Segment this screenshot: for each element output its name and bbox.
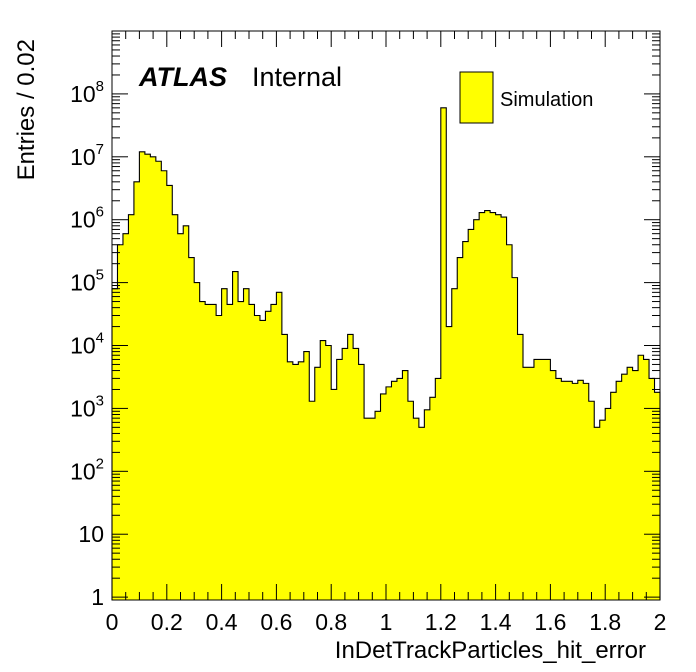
y-tick-exponent: 6	[96, 204, 104, 221]
x-tick-label: 1.6	[534, 609, 566, 635]
x-tick-label: 1.2	[425, 609, 457, 635]
x-tick-labels: 0 0.2 0.4 0.6 0.8 1 1.2 1.4 1.6 1.8 2	[106, 609, 667, 635]
histogram-outline	[111, 107, 661, 600]
x-tick-label: 0.6	[260, 609, 292, 635]
x-tick-label: 0.4	[206, 609, 238, 635]
y-tick-label: 108	[70, 78, 104, 107]
y-tick-mantissa: 1	[91, 584, 104, 610]
y-tick-label: 103	[70, 392, 104, 421]
y-tick-mantissa: 10	[70, 458, 96, 484]
y-tick-label: 106	[70, 204, 104, 233]
y-tick-mantissa: 10	[70, 144, 96, 170]
y-tick-exponent: 8	[96, 78, 104, 95]
x-tick-label: 0.8	[315, 609, 347, 635]
x-tick-label: 2	[654, 609, 667, 635]
x-tick-label: 0.2	[151, 609, 183, 635]
legend: Simulation	[459, 71, 593, 124]
x-tick-label: 1.8	[589, 609, 621, 635]
y-tick-label: 10	[78, 521, 104, 547]
x-tick-label: 0	[106, 609, 119, 635]
legend-swatch	[459, 71, 494, 124]
y-tick-mantissa: 10	[78, 521, 104, 547]
x-axis-title: InDetTrackParticles_hit_error	[335, 637, 646, 664]
y-tick-exponent: 4	[96, 330, 104, 347]
y-tick-label: 107	[70, 141, 104, 170]
y-tick-mantissa: 10	[70, 270, 96, 296]
y-tick-label: 104	[70, 330, 104, 359]
y-tick-mantissa: 10	[70, 395, 96, 421]
histogram-fill	[112, 107, 660, 601]
y-tick-label: 102	[70, 455, 104, 484]
y-tick-exponent: 3	[96, 392, 104, 409]
y-tick-mantissa: 10	[70, 81, 96, 107]
x-tick-label: 1	[380, 609, 393, 635]
x-tick-label: 1.4	[480, 609, 512, 635]
atlas-label: ATLAS	[138, 62, 227, 92]
y-tick-mantissa: 10	[70, 333, 96, 359]
y-axis-title: Entries / 0.02	[13, 39, 40, 180]
internal-label: Internal	[252, 62, 342, 92]
y-tick-exponent: 2	[96, 455, 104, 472]
axis-ticks	[111, 30, 661, 601]
y-tick-exponent: 5	[96, 267, 104, 284]
y-tick-label: 105	[70, 267, 104, 296]
y-tick-mantissa: 10	[70, 207, 96, 233]
y-tick-label: 1	[91, 584, 104, 610]
plot-frame-top	[111, 30, 661, 601]
y-tick-exponent: 7	[96, 141, 104, 158]
legend-entry-simulation: Simulation	[500, 89, 593, 111]
